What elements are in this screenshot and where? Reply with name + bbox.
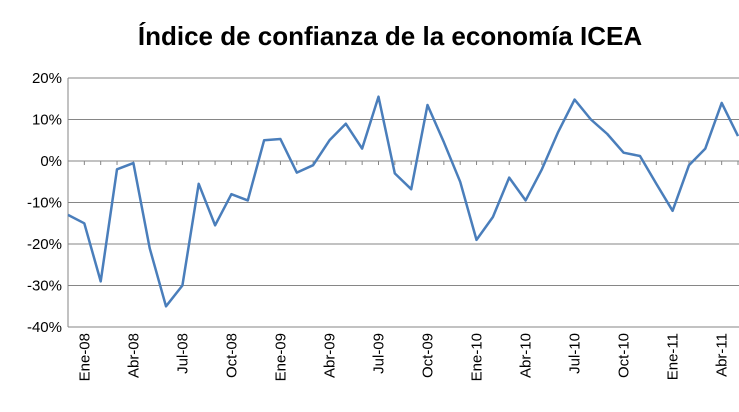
x-tick-label: Ene-10 xyxy=(469,333,486,381)
x-tick-label: Abr-11 xyxy=(714,333,731,377)
x-tick-label: Jul-09 xyxy=(370,333,387,374)
y-tick-label: -30% xyxy=(27,278,62,295)
x-tick-label: Jul-10 xyxy=(567,333,584,374)
x-tick-label: Ene-08 xyxy=(76,333,93,381)
y-tick-label: -20% xyxy=(27,236,62,253)
x-tick-label: Oct-08 xyxy=(223,333,240,378)
x-tick-label: Ene-11 xyxy=(665,333,682,380)
chart-title: Índice de confianza de la economía ICEA xyxy=(138,21,642,51)
y-tick-label: 0% xyxy=(40,153,62,170)
y-tick-label: -40% xyxy=(27,319,62,336)
x-tick-label: Oct-09 xyxy=(420,333,437,378)
data-line xyxy=(67,95,739,308)
x-tick-label: Abr-08 xyxy=(125,333,142,378)
x-tick-label: Ene-09 xyxy=(272,333,289,381)
y-tick-label: 20% xyxy=(32,70,62,87)
y-tick-label: -10% xyxy=(27,195,62,212)
x-tick-label: Abr-09 xyxy=(321,333,338,378)
x-tick-label: Abr-10 xyxy=(518,333,535,378)
x-tick-label: Oct-10 xyxy=(616,333,633,378)
x-tick-label: Jul-08 xyxy=(174,333,191,374)
y-tick-label: 10% xyxy=(32,112,62,129)
